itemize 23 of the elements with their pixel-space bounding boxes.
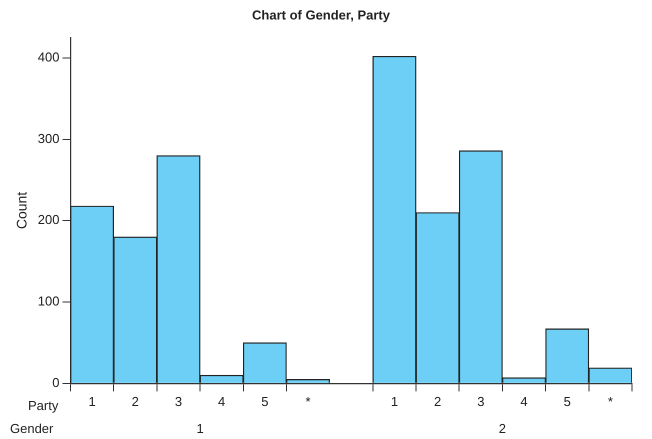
text: 1 [196, 420, 204, 436]
text: Party [28, 398, 59, 413]
x-tick-label: 4 [218, 394, 226, 409]
x-tick-label: * [306, 394, 311, 409]
y-tick-label: 300 [38, 130, 60, 146]
x-tick-label: 5 [564, 394, 571, 409]
x-tick-label: 4 [520, 394, 528, 409]
x-tick-label: 2 [132, 394, 139, 409]
text: 2 [498, 420, 506, 436]
y-tick-label: 200 [38, 212, 60, 228]
y-tick-label: 100 [38, 294, 60, 309]
y-axis-title: Count [13, 192, 30, 230]
x-tick-label: 1 [390, 394, 398, 409]
chart-title: Chart of Gender, Party [252, 7, 391, 22]
x-tick-label: 2 [434, 394, 442, 409]
x-tick-label: 3 [174, 394, 182, 409]
x-tick-label: * [608, 394, 613, 409]
x-tick-label: 5 [261, 394, 268, 409]
x-tick-label: 1 [88, 394, 96, 409]
y-tick-label: 400 [38, 50, 60, 65]
x-tick-label: 3 [477, 394, 484, 409]
text: Gender [10, 420, 54, 436]
y-tick-label: 0 [52, 374, 60, 390]
